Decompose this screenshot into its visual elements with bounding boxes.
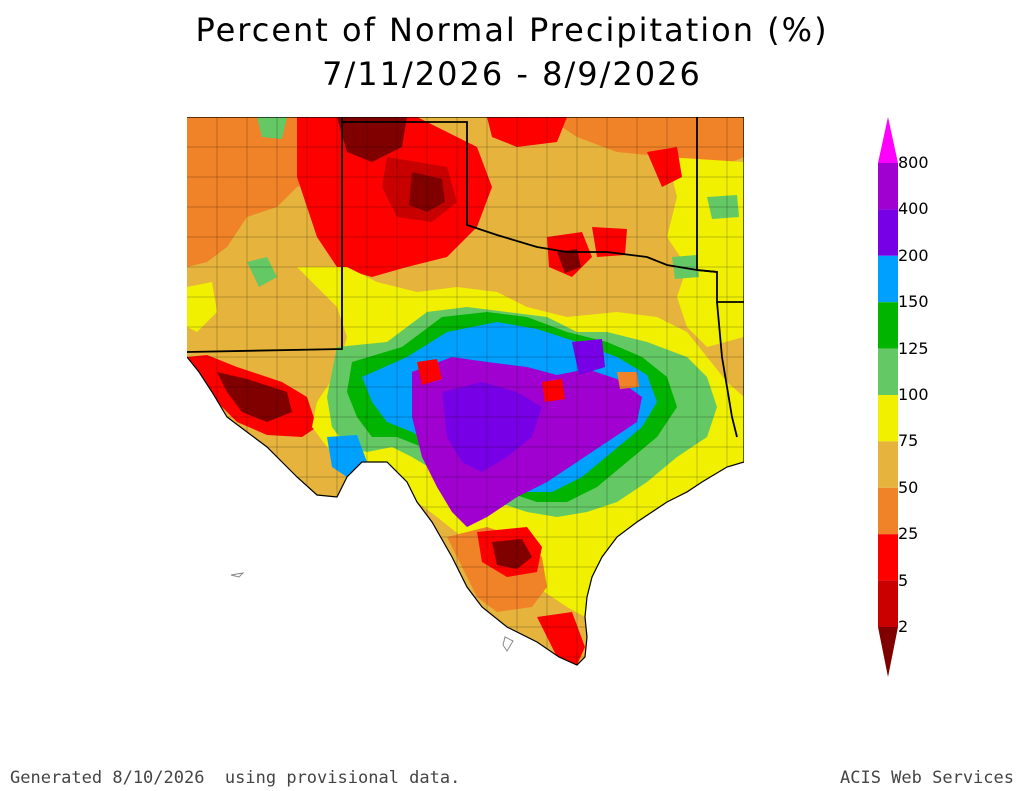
region-darkred-far-west — [217, 372, 292, 422]
legend-swatch-10 — [878, 580, 898, 627]
legend-swatch-6 — [878, 395, 898, 442]
island-south — [502, 636, 514, 652]
state-border-nm-tx — [187, 117, 343, 353]
legend-label-5: 5 — [898, 570, 909, 590]
legend-swatch-8 — [878, 487, 898, 535]
legend-swatch-0 — [878, 117, 898, 163]
region-lightgreen-nm-north — [257, 117, 287, 139]
region-red-spot-east — [542, 379, 565, 402]
legend-label-2: 2 — [898, 617, 909, 636]
footer-source: ACIS Web Services — [840, 768, 1014, 788]
title-line-2: 7/11/2026 - 8/9/2026 — [322, 55, 702, 93]
region-orange-northeast — [547, 117, 744, 172]
island-west — [230, 572, 245, 578]
title-line-1: Percent of Normal Precipitation (%) — [195, 11, 829, 49]
precipitation-map — [187, 117, 744, 666]
legend-label-150: 150 — [898, 292, 929, 312]
legend-swatch-9 — [878, 534, 898, 581]
legend-label-800: 800 — [898, 153, 929, 172]
footer-generated-note: Generated 8/10/2026 using provisional da… — [10, 768, 461, 788]
region-darkred-south — [492, 539, 532, 569]
legend-swatch-3 — [878, 255, 898, 303]
color-legend — [878, 117, 898, 677]
county-grid — [187, 117, 744, 665]
region-darkest-panhandle-north — [337, 117, 407, 162]
region-orange-spot-east — [617, 372, 639, 389]
legend-label-50: 50 — [898, 477, 919, 497]
legend-swatch-1 — [878, 163, 898, 210]
legend-label-100: 100 — [898, 385, 929, 404]
map-title: Percent of Normal Precipitation (%) 7/11… — [0, 8, 1024, 96]
region-yellow-new-mexico — [187, 282, 217, 332]
legend-label-25: 25 — [898, 524, 919, 544]
state-border-ok-tx — [342, 121, 718, 273]
legend-label-125: 125 — [898, 338, 929, 358]
islands — [230, 572, 514, 652]
legend-swatch-2 — [878, 209, 898, 256]
region-lightgreen-nm — [247, 257, 277, 287]
region-red-northeast-texas — [592, 227, 627, 257]
legend-swatch-11 — [878, 627, 898, 677]
legend-label-75: 75 — [898, 431, 919, 451]
legend-swatch-5 — [878, 348, 898, 395]
region-red-spot-central — [417, 359, 442, 385]
legend-swatch-7 — [878, 441, 898, 488]
map-fill — [187, 117, 744, 665]
legend-swatch-4 — [878, 302, 898, 349]
region-red-valley — [537, 612, 585, 665]
legend-label-400: 400 — [898, 199, 929, 219]
legend-label-200: 200 — [898, 245, 929, 265]
